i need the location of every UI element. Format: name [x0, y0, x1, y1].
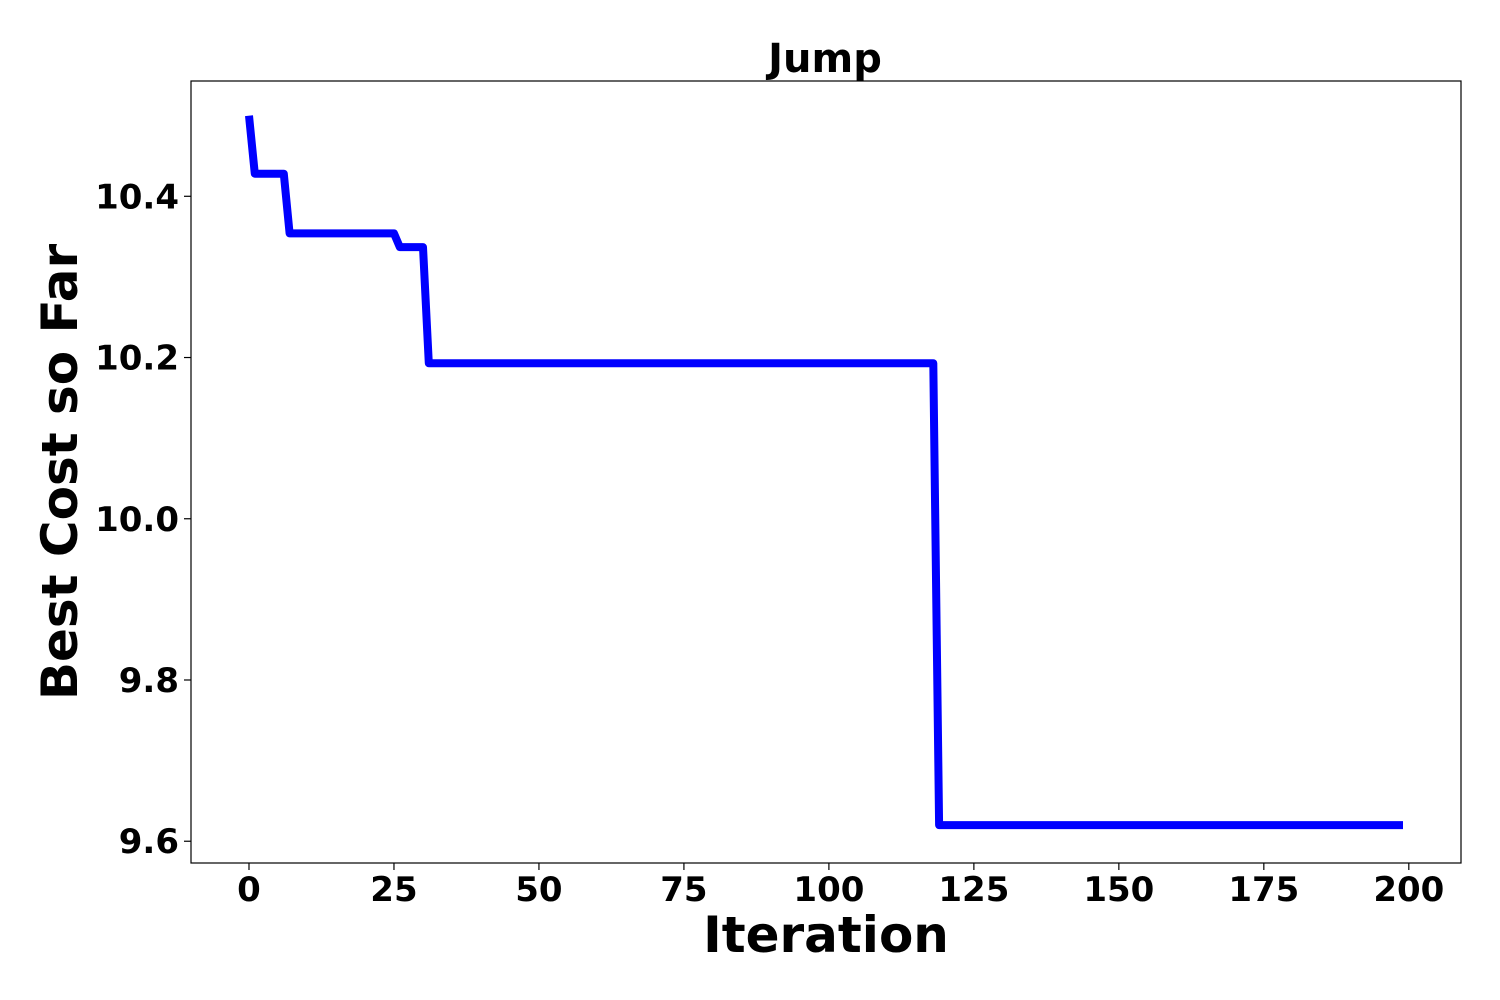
y-tick-label: 10.2	[95, 339, 179, 379]
y-axis-label: Best Cost so Far	[31, 243, 89, 700]
x-tick-label: 50	[515, 870, 562, 910]
x-axis: 0 25 50 75 100 125 150 175 200	[237, 863, 1444, 910]
y-tick-label: 9.8	[119, 661, 179, 701]
series-layer	[245, 115, 1403, 830]
y-tick-label: 10.0	[95, 500, 179, 540]
x-axis-label: Iteration	[703, 906, 949, 964]
y-axis: 9.6 9.8 10.0 10.2 10.4	[95, 177, 191, 862]
plot-area	[190, 80, 1462, 864]
series-line	[245, 115, 1403, 830]
x-tick-label: 150	[1083, 870, 1154, 910]
x-tick-label: 0	[237, 870, 261, 910]
x-tick-label: 25	[370, 870, 417, 910]
x-tick-label: 175	[1228, 870, 1299, 910]
y-tick-label: 9.6	[119, 822, 179, 862]
x-tick-label: 75	[660, 870, 707, 910]
chart-title: Jump	[765, 36, 882, 82]
x-tick-label: 125	[938, 870, 1009, 910]
y-tick-label: 10.4	[95, 177, 179, 217]
x-tick-label: 200	[1373, 870, 1444, 910]
x-tick-label: 100	[793, 870, 864, 910]
